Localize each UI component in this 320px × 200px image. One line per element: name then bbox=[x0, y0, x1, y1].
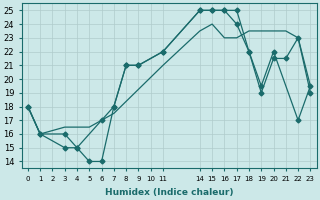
X-axis label: Humidex (Indice chaleur): Humidex (Indice chaleur) bbox=[105, 188, 233, 197]
